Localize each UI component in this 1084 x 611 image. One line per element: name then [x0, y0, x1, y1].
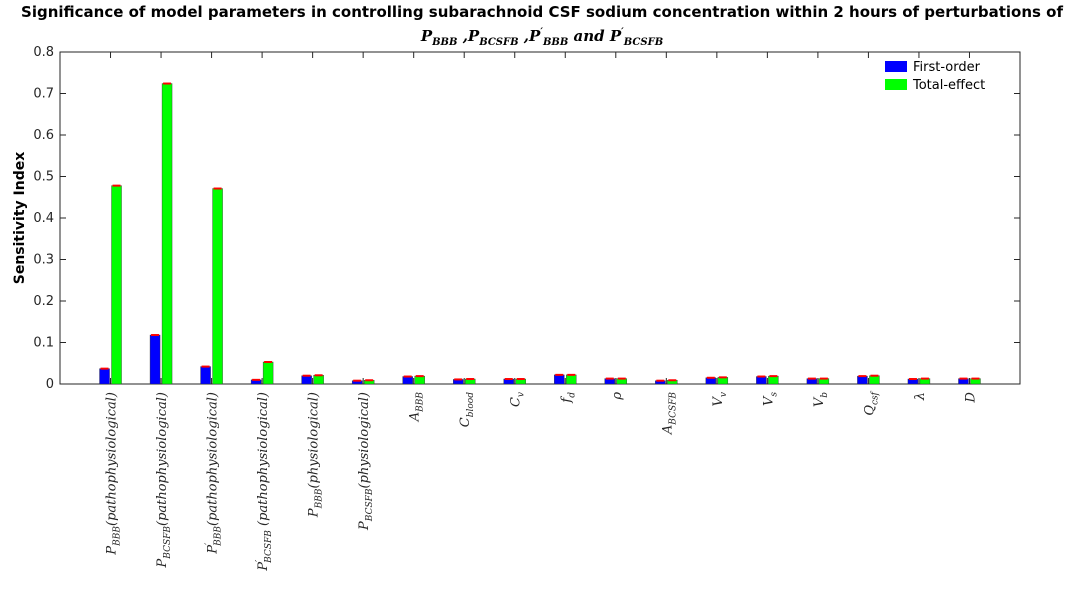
chart-title-line2: PBBB ,PBCSFB ,P′BBB and P′BCSFB [0, 22, 1084, 54]
bar-first-order [402, 376, 413, 385]
title-symbol-3: and P′BCSFB [568, 27, 664, 48]
y-axis-label: Sensitivity Index [12, 152, 28, 285]
bar-first-order [200, 366, 211, 385]
bar-first-order [554, 374, 565, 385]
x-tick-label: Cblood [458, 392, 476, 427]
x-tick-label: P′BBB(pathophysiological) [205, 392, 224, 555]
y-tick-label: 0.5 [33, 170, 54, 185]
y-tick-label: 0.2 [33, 294, 54, 309]
bar-total-effect [566, 374, 577, 385]
legend-label-first-order: First-order [913, 60, 981, 75]
x-tick-label: PBCSFB(physiological) [357, 392, 375, 531]
x-tick-label: ABCSFB [660, 392, 678, 435]
chart-title-line1: Significance of model parameters in cont… [21, 3, 1063, 21]
x-tick-label: Vb [812, 392, 830, 407]
x-tick-label: Qcsf [862, 390, 880, 415]
y-tick-label: 0.7 [33, 87, 54, 102]
x-tick-label: Vs [761, 392, 779, 406]
x-tick-label: PBBB(pathophysiological) [105, 392, 123, 556]
x-tick-label: ABBB [408, 392, 426, 423]
bar-first-order [149, 334, 161, 385]
bar-total-effect [161, 83, 173, 385]
bar-total-effect [111, 185, 122, 385]
plot-area-frame [59, 51, 1021, 385]
title-symbol-2: ,P′BBB [518, 27, 569, 48]
bar-total-effect [869, 375, 880, 385]
bar-first-order [756, 376, 767, 385]
y-tick-label: 0.1 [33, 336, 54, 351]
bar-first-order [857, 375, 868, 385]
title-symbol-0: PBBB [420, 27, 458, 48]
bar-total-effect [313, 375, 324, 385]
legend-swatch-total-effect [885, 79, 907, 90]
bar-total-effect [768, 375, 779, 385]
y-tick-label: 0.4 [33, 211, 54, 226]
bar-total-effect [262, 361, 274, 385]
legend-label-total-effect: Total-effect [912, 78, 985, 93]
x-tick-label: D [963, 391, 978, 403]
x-tick-label: Vv [711, 392, 729, 406]
x-tick-label: P′BCSFB (pathophysiological) [255, 392, 274, 572]
y-tick-label: 0.8 [33, 45, 54, 60]
bar-first-order [99, 368, 110, 385]
chart-title: Significance of model parameters in cont… [0, 2, 1084, 54]
y-tick-label: 0.3 [33, 253, 54, 268]
x-tick-label: PBCSFB(pathophysiological) [155, 392, 173, 568]
x-tick-label: λ [913, 392, 928, 401]
x-tick-label: ρ [610, 392, 625, 401]
x-tick-label: Cv [509, 392, 527, 407]
title-symbol-1: ,PBCSFB [457, 27, 519, 48]
y-tick-label: 0.6 [33, 128, 54, 143]
x-tick-label: fd [559, 392, 577, 404]
bar-total-effect [212, 188, 223, 385]
bar-first-order [301, 375, 312, 385]
bar-total-effect [414, 375, 425, 385]
legend-swatch-first-order [885, 61, 907, 72]
y-tick-label: 0 [46, 377, 54, 392]
x-tick-label: PBBB(physiological) [307, 392, 325, 518]
